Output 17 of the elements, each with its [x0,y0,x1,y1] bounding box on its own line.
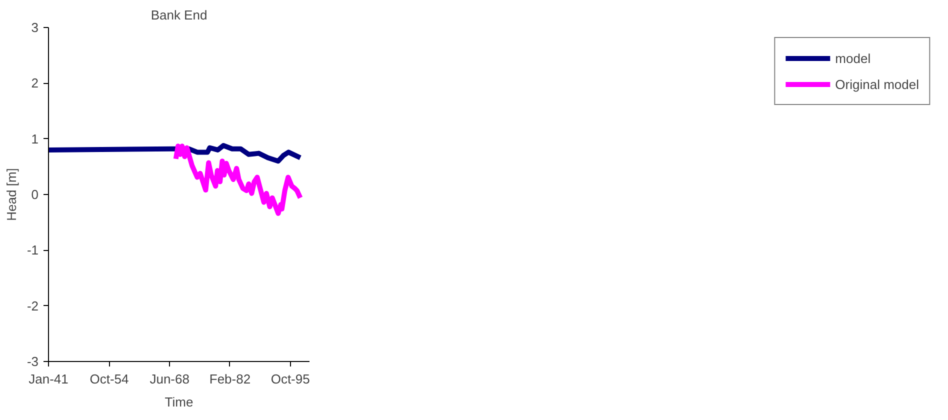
x-tick-label: Jun-68 [150,372,190,386]
x-tick-label: Feb-82 [209,372,251,386]
x-tick-label: Oct-54 [90,372,129,386]
y-tick-label: -3 [26,354,39,369]
y-tick-label: -2 [26,298,39,314]
x-tick-label: Oct-95 [270,372,310,386]
y-tick-label: -1 [26,242,39,258]
y-tick-label: 1 [31,131,39,146]
y-tick-label: 2 [31,76,39,91]
y-tick-label: 3 [31,20,39,35]
y-axis-title: Head [m] [4,168,19,221]
legend-label: Original model [835,76,919,92]
legend-label: model [835,50,871,66]
chart-title: Bank End [150,8,208,22]
x-axis-title: Time [164,394,194,410]
y-tick-label: 0 [31,187,39,202]
x-tick-label: Jan-41 [28,372,68,386]
